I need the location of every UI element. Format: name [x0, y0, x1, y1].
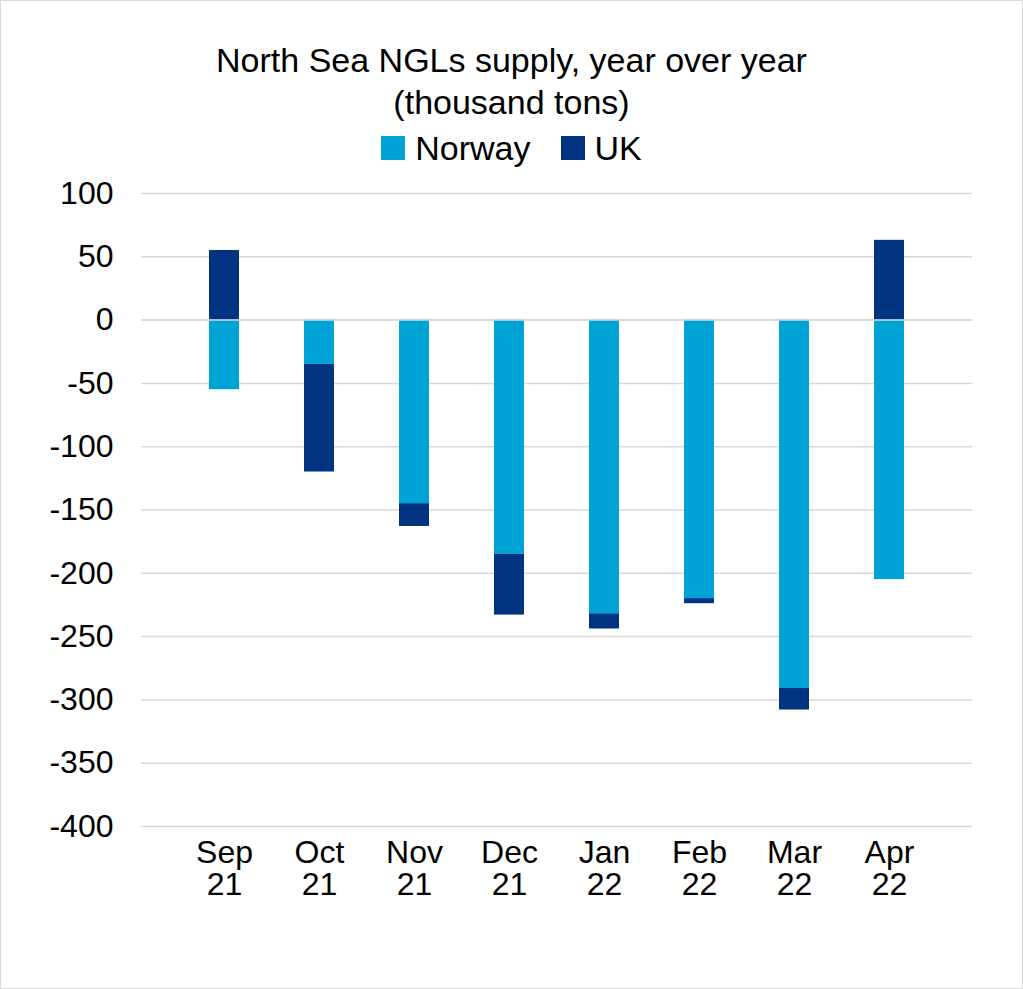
- svg-text:-250: -250: [49, 618, 113, 654]
- svg-text:Sep21: Sep21: [196, 834, 253, 902]
- html-text:North Sea NGLs supply, year ov: North Sea NGLs supply, year over year: [216, 41, 807, 79]
- svg-text:Jan22: Jan22: [579, 834, 631, 902]
- svg-text:Apr22: Apr22: [865, 834, 915, 902]
- svg-text:100: 100: [60, 175, 113, 211]
- svg-text:Dec21: Dec21: [481, 834, 538, 902]
- svg-text:-50: -50: [67, 365, 113, 401]
- svg-text:50: 50: [78, 238, 114, 274]
- html-text:(thousand tons): (thousand tons): [393, 83, 630, 121]
- svg-text:-150: -150: [49, 491, 113, 527]
- svg-text:0: 0: [96, 301, 114, 337]
- svg-text:Oct21: Oct21: [295, 834, 345, 902]
- svg-text:Mar22: Mar22: [767, 834, 822, 902]
- svg-text:Feb22: Feb22: [672, 834, 727, 902]
- svg-text:-100: -100: [49, 428, 113, 464]
- svg-text:-300: -300: [49, 681, 113, 717]
- svg-text:-350: -350: [49, 744, 113, 780]
- svg-text:-200: -200: [49, 555, 113, 591]
- svg-text:Nov21: Nov21: [386, 834, 443, 902]
- html-text:UK: UK: [594, 129, 642, 167]
- html-text:Norway: Norway: [415, 129, 531, 167]
- svg-text:-400: -400: [49, 808, 113, 844]
